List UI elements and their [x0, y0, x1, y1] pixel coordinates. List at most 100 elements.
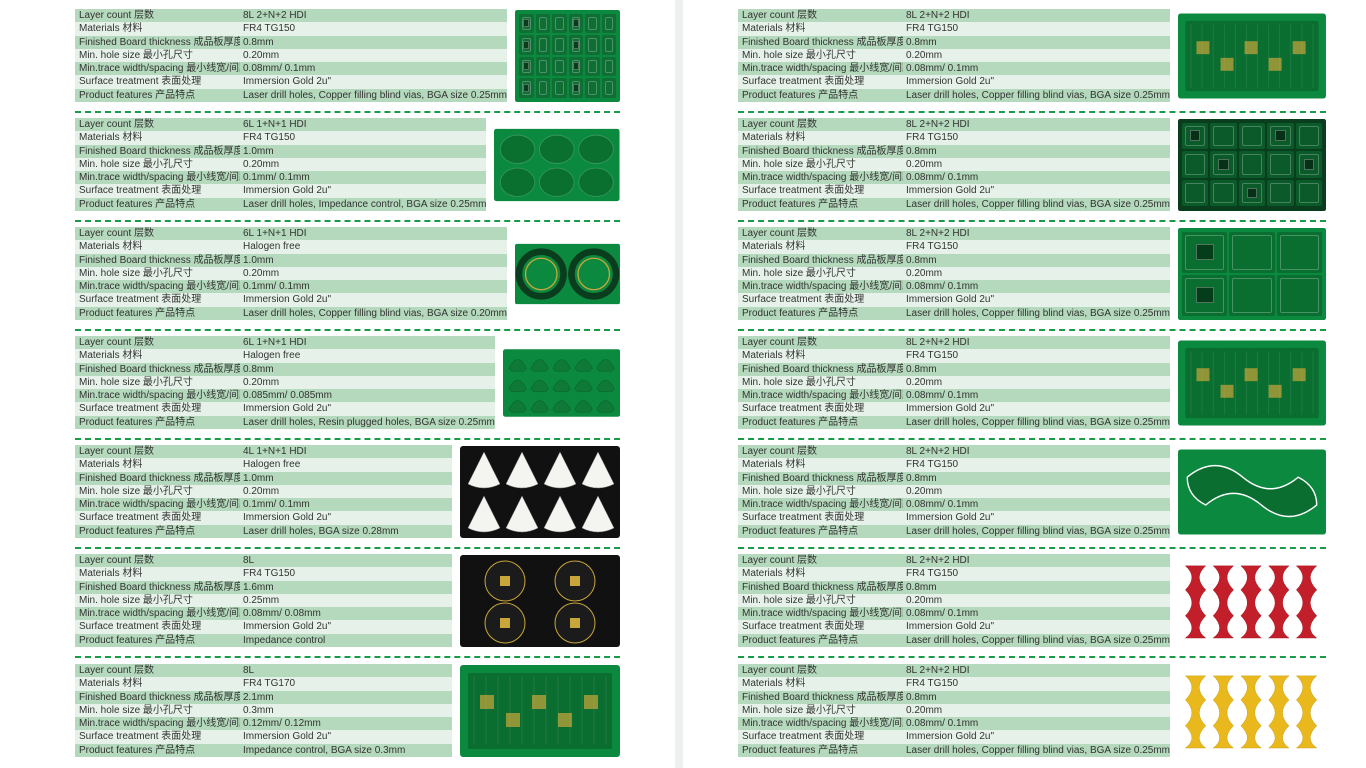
spec-row: Finished Board thickness 成品板厚度0.8mm [75, 36, 507, 49]
spec-value: 8L 2+N+2 HDI [903, 227, 1170, 240]
spec-label: Min.trace width/spacing 最小线宽/间距 [75, 717, 240, 730]
spec-card: Layer count 层数6L 1+N+1 HDIMaterials 材料FR… [75, 113, 620, 222]
spec-value: 8L [240, 554, 452, 567]
spec-label: Layer count 层数 [75, 9, 240, 22]
pcb-thumbnail [515, 10, 620, 102]
spec-value: Laser drill holes, Copper filling blind … [903, 525, 1170, 538]
spec-value: Immersion Gold 2u" [240, 402, 495, 415]
spec-value: 0.08mm/ 0.1mm [903, 62, 1170, 75]
spec-label: Min. hole size 最小孔尺寸 [738, 376, 903, 389]
spec-value: 0.08mm/ 0.1mm [903, 498, 1170, 511]
spec-label: Finished Board thickness 成品板厚度 [738, 363, 903, 376]
pcb-thumbnail [515, 228, 620, 320]
spec-row: Product features 产品特点Laser drill holes, … [738, 416, 1170, 429]
spec-row: Min. hole size 最小孔尺寸0.20mm [738, 49, 1170, 62]
pcb-thumbnail [460, 446, 620, 538]
spec-label: Product features 产品特点 [738, 416, 903, 429]
spec-value: 0.8mm [240, 36, 507, 49]
spec-row: Surface treatment 表面处理Immersion Gold 2u" [738, 293, 1170, 306]
spec-row: Finished Board thickness 成品板厚度0.8mm [75, 363, 495, 376]
spec-row: Surface treatment 表面处理Immersion Gold 2u" [75, 730, 452, 743]
spec-value: Halogen free [240, 240, 507, 253]
spec-row: Surface treatment 表面处理Immersion Gold 2u" [75, 75, 507, 88]
spec-label: Finished Board thickness 成品板厚度 [75, 581, 240, 594]
spec-value: 0.8mm [240, 363, 495, 376]
spec-label: Min.trace width/spacing 最小线宽/间距 [738, 389, 903, 402]
pcb-thumbnail [1178, 10, 1326, 102]
spec-row: Min. hole size 最小孔尺寸0.20mm [75, 485, 452, 498]
spec-table: Layer count 层数6L 1+N+1 HDIMaterials 材料Ha… [75, 333, 495, 432]
spec-row: Product features 产品特点Laser drill holes, … [738, 634, 1170, 647]
spec-value: Laser drill holes, Copper filling blind … [240, 89, 507, 102]
spec-value: 0.20mm [903, 49, 1170, 62]
spec-label: Min. hole size 最小孔尺寸 [738, 485, 903, 498]
spec-label: Min. hole size 最小孔尺寸 [75, 49, 240, 62]
spec-value: 0.1mm/ 0.1mm [240, 280, 507, 293]
spec-row: Finished Board thickness 成品板厚度0.8mm [738, 581, 1170, 594]
spec-value: 0.20mm [240, 49, 507, 62]
spec-row: Finished Board thickness 成品板厚度1.0mm [75, 145, 486, 158]
spec-label: Materials 材料 [738, 567, 903, 580]
spec-row: Finished Board thickness 成品板厚度2.1mm [75, 691, 452, 704]
spec-value: FR4 TG150 [903, 22, 1170, 35]
spec-value: Laser drill holes, Impedance control, BG… [240, 198, 486, 211]
spec-label: Min.trace width/spacing 最小线宽/间距 [738, 62, 903, 75]
spec-label: Materials 材料 [75, 677, 240, 690]
spec-value: 8L 2+N+2 HDI [240, 9, 507, 22]
pcb-thumbnail [1178, 555, 1326, 647]
spec-value: Immersion Gold 2u" [903, 293, 1170, 306]
spec-value: FR4 TG150 [903, 240, 1170, 253]
spec-value: 8L [240, 664, 452, 677]
spec-label: Layer count 层数 [738, 9, 903, 22]
spec-label: Min. hole size 最小孔尺寸 [75, 267, 240, 280]
spec-label: Layer count 层数 [75, 227, 240, 240]
spec-row: Min. hole size 最小孔尺寸0.25mm [75, 594, 452, 607]
spec-label: Finished Board thickness 成品板厚度 [75, 691, 240, 704]
spec-label: Layer count 层数 [75, 664, 240, 677]
spec-value: Immersion Gold 2u" [240, 75, 507, 88]
spec-row: Finished Board thickness 成品板厚度0.8mm [738, 254, 1170, 267]
spec-row: Product features 产品特点Laser drill holes, … [738, 89, 1170, 102]
spec-label: Materials 材料 [75, 240, 240, 253]
spec-label: Product features 产品特点 [75, 198, 240, 211]
spec-table: Layer count 层数8L 2+N+2 HDIMaterials 材料FR… [738, 551, 1170, 650]
spec-label: Surface treatment 表面处理 [75, 75, 240, 88]
spec-value: 8L 2+N+2 HDI [903, 664, 1170, 677]
spec-value: Immersion Gold 2u" [240, 293, 507, 306]
spec-label: Min.trace width/spacing 最小线宽/间距 [738, 498, 903, 511]
spec-row: Min. hole size 最小孔尺寸0.20mm [738, 376, 1170, 389]
spec-value: FR4 TG150 [240, 131, 486, 144]
spec-value: Immersion Gold 2u" [903, 184, 1170, 197]
spec-label: Min.trace width/spacing 最小线宽/间距 [75, 171, 240, 184]
spec-value: 0.8mm [903, 254, 1170, 267]
spec-label: Finished Board thickness 成品板厚度 [738, 581, 903, 594]
spec-value: 0.20mm [240, 376, 495, 389]
spec-label: Min. hole size 最小孔尺寸 [738, 704, 903, 717]
spec-value: 0.20mm [903, 704, 1170, 717]
spec-row: Finished Board thickness 成品板厚度0.8mm [738, 691, 1170, 704]
spec-row: Min. hole size 最小孔尺寸0.3mm [75, 704, 452, 717]
spec-label: Materials 材料 [738, 131, 903, 144]
spec-row: Finished Board thickness 成品板厚度0.8mm [738, 363, 1170, 376]
spec-label: Surface treatment 表面处理 [738, 75, 903, 88]
spec-value: Laser drill holes, Copper filling blind … [903, 89, 1170, 102]
spec-value: 8L 2+N+2 HDI [903, 554, 1170, 567]
spec-row: Product features 产品特点Laser drill holes, … [75, 198, 486, 211]
spec-value: 0.20mm [903, 485, 1170, 498]
spec-value: 0.085mm/ 0.085mm [240, 389, 495, 402]
spec-label: Product features 产品特点 [75, 416, 240, 429]
spec-value: 8L 2+N+2 HDI [903, 118, 1170, 131]
spec-value: Impedance control, BGA size 0.3mm [240, 744, 452, 757]
spec-value: Laser drill holes, Copper filling blind … [903, 416, 1170, 429]
spec-label: Min.trace width/spacing 最小线宽/间距 [738, 280, 903, 293]
spec-value: 0.20mm [240, 158, 486, 171]
spec-label: Surface treatment 表面处理 [738, 511, 903, 524]
spec-row: Materials 材料FR4 TG150 [738, 567, 1170, 580]
spec-table: Layer count 层数8L 2+N+2 HDIMaterials 材料FR… [738, 224, 1170, 323]
spec-table: Layer count 层数8LMaterials 材料FR4 TG170Fin… [75, 660, 452, 761]
spec-value: Immersion Gold 2u" [903, 511, 1170, 524]
spec-label: Surface treatment 表面处理 [738, 293, 903, 306]
spec-label: Product features 产品特点 [738, 307, 903, 320]
spec-row: Min.trace width/spacing 最小线宽/间距0.08mm/ 0… [738, 389, 1170, 402]
spec-label: Min. hole size 最小孔尺寸 [75, 376, 240, 389]
